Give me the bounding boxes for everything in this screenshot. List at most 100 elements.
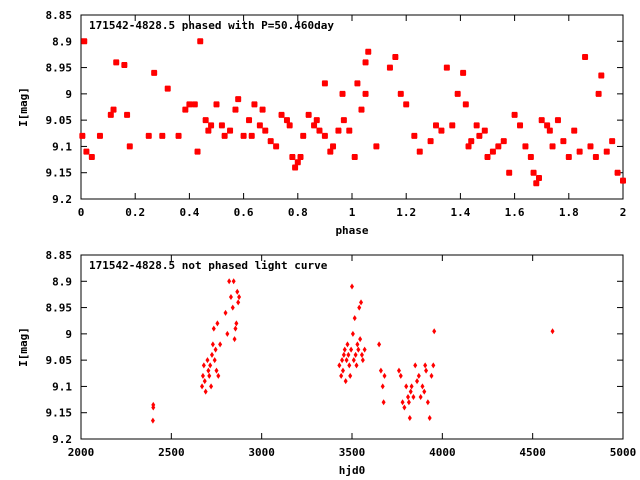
unphased-data-point bbox=[424, 367, 429, 374]
phased-data-point bbox=[595, 90, 602, 97]
unphased-data-point bbox=[396, 367, 401, 374]
phased-y-tick-label: 9.1 bbox=[52, 140, 72, 153]
phased-data-point bbox=[546, 127, 553, 134]
unphased-data-point bbox=[208, 362, 213, 369]
phased-data-point bbox=[96, 132, 103, 139]
unphased-data-point bbox=[227, 278, 232, 285]
unphased-data-point bbox=[407, 414, 412, 421]
unphased-data-point bbox=[210, 341, 215, 348]
phased-data-point bbox=[592, 153, 599, 160]
phased-data-point bbox=[517, 122, 524, 129]
unphased-data-point bbox=[215, 320, 220, 327]
phased-data-point bbox=[294, 159, 301, 166]
phased-x-tick-label: 0.2 bbox=[125, 206, 145, 219]
unphased-data-point bbox=[415, 378, 420, 385]
phased-y-ticks: 8.85 8.9 8.95 9 9.05 9.1 9.15 9.2 bbox=[46, 9, 623, 206]
phased-data-point bbox=[289, 153, 296, 160]
phased-data-point bbox=[107, 111, 114, 118]
unphased-data-point bbox=[382, 372, 387, 379]
phased-data-point bbox=[83, 148, 90, 155]
unphased-data-point bbox=[352, 315, 357, 322]
unphased-y-tick-label: 9.15 bbox=[46, 407, 73, 420]
unphased-data-point bbox=[357, 304, 362, 311]
phased-data-point bbox=[476, 132, 483, 139]
phased-data-point bbox=[283, 117, 290, 124]
phased-data-point bbox=[321, 80, 328, 87]
phased-data-point bbox=[358, 106, 365, 113]
phased-x-axis-label: phase bbox=[335, 224, 368, 237]
unphased-data-point bbox=[347, 362, 352, 369]
unphased-y-tick-label: 9 bbox=[65, 328, 72, 341]
unphased-data-point bbox=[341, 351, 346, 358]
unphased-data-point bbox=[200, 383, 205, 390]
phased-data-point bbox=[416, 148, 423, 155]
phased-data-point bbox=[262, 127, 269, 134]
phased-data-point bbox=[468, 138, 475, 145]
phased-data-point bbox=[267, 138, 274, 145]
phased-data-point bbox=[256, 122, 263, 129]
phased-data-point bbox=[194, 148, 201, 155]
phased-data-point bbox=[221, 132, 228, 139]
unphased-data-point bbox=[234, 320, 239, 327]
unphased-data-point bbox=[349, 346, 354, 353]
phased-data-point bbox=[327, 148, 334, 155]
unphased-data-point bbox=[350, 330, 355, 337]
unphased-x-tick-label: 4500 bbox=[519, 446, 546, 459]
unphased-data-point bbox=[211, 325, 216, 332]
unphased-data-point bbox=[206, 367, 211, 374]
phased-data-point bbox=[465, 143, 472, 150]
phased-data-point bbox=[351, 153, 358, 160]
phased-data-point bbox=[571, 127, 578, 134]
unphased-data-point bbox=[343, 378, 348, 385]
phased-data-point bbox=[145, 132, 152, 139]
phased-data-point bbox=[484, 153, 491, 160]
phased-data-point bbox=[362, 90, 369, 97]
unphased-data-point bbox=[236, 299, 241, 306]
unphased-y-ticks: 8.85 8.9 8.95 9 9.05 9.1 9.15 9.2 bbox=[46, 249, 623, 446]
phased-y-axis-label: I[mag] bbox=[17, 87, 30, 127]
phased-data-point bbox=[489, 148, 496, 155]
unphased-data-point bbox=[377, 341, 382, 348]
unphased-data-point bbox=[427, 414, 432, 421]
phased-data-point bbox=[403, 101, 410, 108]
unphased-data-point bbox=[398, 372, 403, 379]
phased-data-point bbox=[251, 101, 258, 108]
unphased-data-point bbox=[218, 341, 223, 348]
phased-data-point bbox=[511, 111, 518, 118]
phased-y-tick-label: 8.9 bbox=[52, 35, 72, 48]
phased-data-point bbox=[544, 122, 551, 129]
unphased-data-point bbox=[340, 367, 345, 374]
phased-data-point bbox=[365, 48, 372, 55]
phased-data-point bbox=[506, 169, 513, 176]
phased-data-points bbox=[79, 38, 626, 187]
unphased-data-point bbox=[232, 336, 237, 343]
unphased-data-point bbox=[337, 362, 342, 369]
unphased-panel: 8.85 8.9 8.95 9 9.05 9.1 9.15 9.2 2000 2500 3000 3… bbox=[17, 249, 636, 477]
phased-data-point bbox=[88, 153, 95, 160]
unphased-x-axis-label: hjd0 bbox=[339, 464, 366, 477]
unphased-data-point bbox=[348, 372, 353, 379]
unphased-data-point bbox=[406, 399, 411, 406]
unphased-y-axis-label: I[mag] bbox=[17, 327, 30, 367]
phased-panel: 8.85 8.9 8.95 9 9.05 9.1 9.15 9.2 0 0.2 0.4 0.6 0.8… bbox=[17, 9, 626, 237]
unphased-data-point bbox=[339, 372, 344, 379]
phased-data-point bbox=[527, 153, 534, 160]
phased-data-point bbox=[259, 106, 266, 113]
phased-data-point bbox=[614, 169, 621, 176]
phased-data-point bbox=[462, 101, 469, 108]
phased-title: 171542-4828.5 phased with P=50.460day bbox=[89, 19, 334, 32]
unphased-y-tick-label: 8.95 bbox=[46, 302, 73, 315]
unphased-data-point bbox=[400, 399, 405, 406]
unphased-x-tick-label: 3500 bbox=[339, 446, 366, 459]
phased-data-point bbox=[335, 127, 342, 134]
phased-data-point bbox=[535, 174, 542, 181]
phased-y-tick-label: 8.85 bbox=[46, 9, 73, 22]
unphased-data-point bbox=[209, 383, 214, 390]
unphased-data-point bbox=[231, 278, 236, 285]
phased-data-point bbox=[433, 122, 440, 129]
unphased-data-point bbox=[228, 294, 233, 301]
unphased-data-point bbox=[200, 372, 205, 379]
phased-y-tick-label: 9.05 bbox=[46, 114, 73, 127]
